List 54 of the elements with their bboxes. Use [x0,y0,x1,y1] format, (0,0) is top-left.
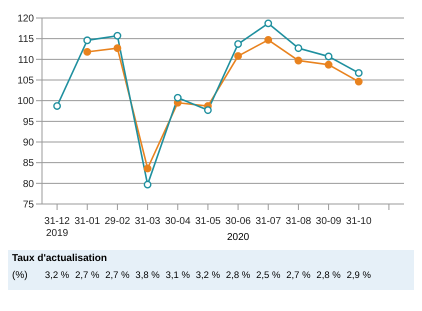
text: 3,2 % [194,270,222,281]
y-tick-label: 85 [22,158,34,170]
point [204,106,212,114]
x-tick-label: 31-08 [286,216,312,227]
point [174,94,182,102]
point [294,44,302,52]
point [324,60,332,69]
x-tick-label: 31-01 [74,216,100,227]
y-tick-label: 100 [17,96,34,108]
point [114,32,122,40]
x-tick-label: 31-07 [255,216,282,227]
x-tick-label: 31-10 [346,216,372,227]
text: 2,7 % [104,270,131,281]
x-tick-label: 29-02 [104,216,131,227]
text: 2020 [226,232,250,243]
text: 2,9 % [346,270,372,281]
point [294,56,302,64]
point [114,44,122,52]
point [53,102,61,110]
point [83,48,92,56]
point [264,36,272,44]
x-tick-label: 30-06 [225,216,252,227]
text: 2,8 % [315,270,342,281]
y-tick-label: 105 [17,76,34,87]
x-tick-label: 31-03 [134,216,161,227]
point [264,19,272,28]
point [144,164,152,172]
y-tick-label: 115 [18,34,34,46]
text: 2,5 % [255,270,282,281]
point [354,69,363,77]
y-tick-label: 110 [18,54,34,66]
x-tick-label: 30-09 [316,216,342,227]
x-tick-label: 31-05 [195,216,222,227]
text: 2,7 % [285,270,312,281]
y-tick-label: 75 [22,200,34,211]
point [354,78,363,86]
text: (%) [12,270,28,281]
y-tick-label: 90 [22,138,34,149]
text: 2,8 % [224,270,252,281]
point [234,40,242,48]
y-tick-label: 120 [17,14,34,25]
text: 3,2 % [44,270,70,281]
text: Taux d'actualisation [12,253,107,264]
x-tick-label: 31-12 2019 [44,216,70,239]
y-tick-label: 95 [22,116,34,128]
text: 3,8 % [134,270,161,281]
point [324,52,332,60]
y-tick-label: 80 [22,178,34,190]
point [83,36,92,44]
point [234,52,242,60]
text: 2,7 % [74,270,100,281]
point [144,180,152,188]
text: 3,1 % [164,270,191,281]
x-tick-label: 30-04 [164,216,191,227]
